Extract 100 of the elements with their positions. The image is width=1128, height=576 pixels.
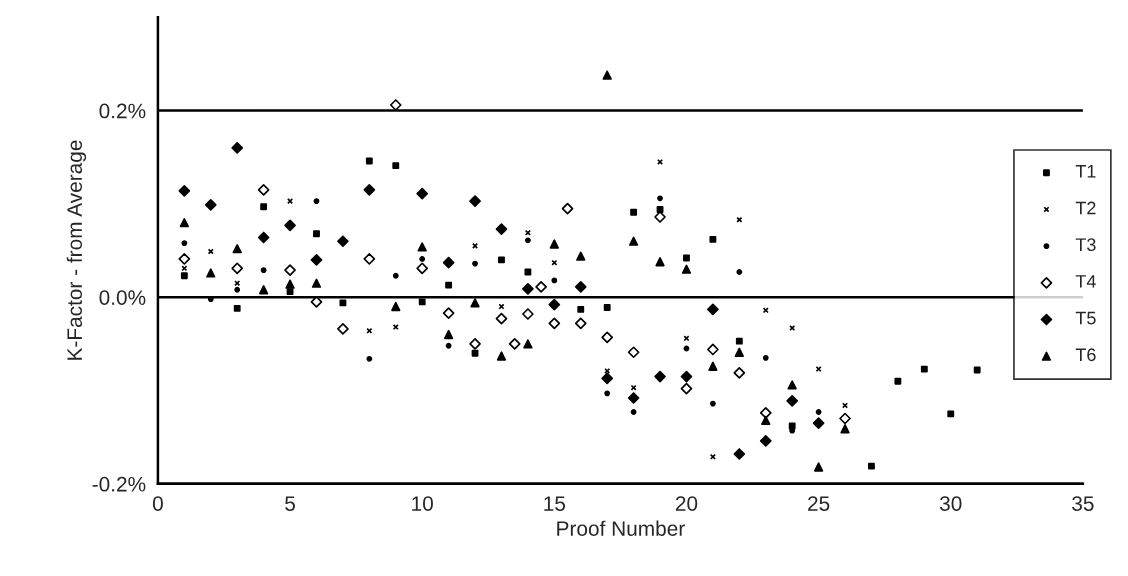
point [602, 70, 612, 80]
point [310, 254, 323, 266]
point [601, 372, 614, 385]
y-axis-title: K-Factor - from Average [66, 140, 87, 360]
point [366, 355, 373, 362]
point [495, 312, 508, 325]
legend-label: T4 [1075, 275, 1096, 288]
y-tick-label: 0.0% [99, 290, 146, 305]
point [469, 195, 481, 207]
point [495, 223, 508, 235]
point [787, 380, 797, 390]
point [443, 329, 454, 340]
point [709, 453, 716, 460]
point [284, 264, 296, 276]
point [204, 198, 217, 211]
point [683, 345, 690, 352]
point [709, 400, 716, 407]
point [604, 367, 611, 374]
point [337, 235, 349, 248]
point [181, 240, 188, 247]
point [762, 354, 769, 361]
point [628, 236, 639, 246]
point [232, 244, 242, 254]
point [604, 390, 611, 397]
point [548, 298, 561, 311]
point [551, 259, 558, 266]
point [389, 99, 402, 111]
point [472, 242, 479, 249]
point [180, 272, 188, 280]
point [181, 265, 188, 272]
point [813, 462, 824, 472]
point [627, 346, 640, 359]
point [313, 230, 320, 238]
point [523, 339, 533, 349]
point [442, 307, 455, 319]
point [524, 268, 532, 276]
point [815, 409, 822, 415]
point [337, 323, 349, 335]
point [365, 157, 373, 165]
point [759, 407, 772, 419]
point [178, 253, 191, 265]
point [868, 462, 875, 470]
point [231, 142, 244, 154]
point [442, 256, 455, 269]
point [708, 361, 718, 371]
point [260, 267, 267, 274]
x-tick-label: 15 [544, 496, 566, 511]
point [657, 195, 663, 202]
x-tick-label: 10 [412, 496, 433, 511]
point [419, 256, 426, 262]
point [445, 281, 453, 289]
point [522, 282, 534, 295]
point [561, 202, 574, 215]
point [786, 394, 799, 407]
legend-label: T6 [1075, 348, 1096, 362]
legend-label: T3 [1075, 238, 1096, 252]
point [258, 285, 269, 295]
point [709, 235, 717, 243]
point [498, 256, 505, 264]
point [551, 277, 558, 284]
point [472, 260, 478, 267]
point [736, 269, 743, 275]
point [496, 351, 507, 361]
point [416, 262, 429, 275]
point [418, 298, 426, 306]
x-tick-label: 35 [1072, 496, 1094, 511]
point [311, 278, 322, 288]
point [657, 158, 664, 165]
x-tick-label: 20 [675, 496, 698, 511]
point [284, 219, 296, 232]
point [179, 217, 189, 228]
point [260, 203, 268, 211]
x-tick-label: 5 [285, 496, 295, 511]
point [178, 184, 191, 197]
point [524, 237, 531, 244]
point [470, 298, 480, 308]
x-tick-label: 30 [939, 496, 962, 511]
point [577, 305, 585, 313]
point [840, 424, 850, 434]
point [231, 262, 244, 275]
point [655, 257, 665, 267]
point [601, 331, 614, 344]
point [416, 187, 429, 200]
x-tick-label: 0 [152, 496, 163, 511]
point [894, 377, 902, 385]
point [233, 304, 241, 312]
y-tick-label: 0.2% [99, 103, 146, 119]
point [603, 304, 611, 311]
point [761, 415, 771, 426]
point [947, 410, 955, 418]
point [920, 365, 928, 373]
point [812, 417, 825, 430]
point [508, 338, 521, 350]
y-tick-label: -0.2% [92, 476, 146, 492]
point [469, 338, 481, 350]
point [498, 303, 505, 310]
legend-label: T1 [1075, 165, 1096, 178]
point [363, 253, 376, 265]
point [576, 251, 586, 261]
point [681, 264, 692, 274]
